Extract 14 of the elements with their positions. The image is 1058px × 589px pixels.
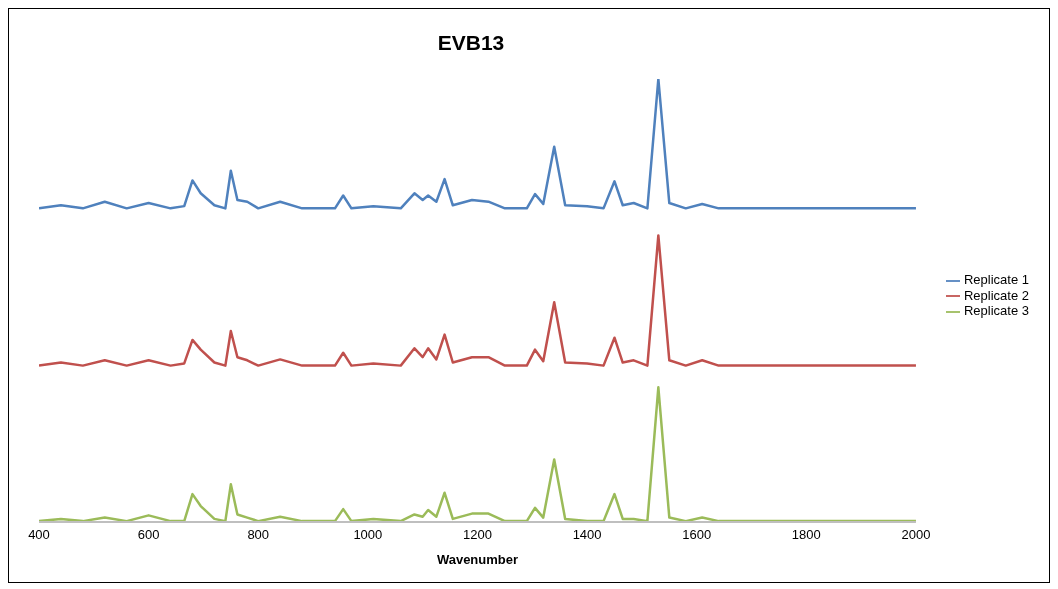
legend-label: Replicate 1 bbox=[963, 272, 1029, 288]
chart-title: EVB13 bbox=[436, 31, 506, 55]
legend-label: Replicate 2 bbox=[963, 287, 1029, 303]
x-tick-label: 1600 bbox=[682, 527, 712, 543]
x-axis-title: Wavenumber bbox=[436, 552, 519, 567]
legend-label: Replicate 3 bbox=[963, 303, 1029, 319]
x-tick-label: 1800 bbox=[791, 527, 821, 543]
x-tick-label: 2000 bbox=[901, 527, 931, 543]
x-tick-label: 1400 bbox=[572, 527, 602, 543]
x-tick-label: 600 bbox=[137, 527, 160, 543]
x-tick-label: 1000 bbox=[353, 527, 383, 543]
x-tick-label: 400 bbox=[28, 527, 50, 543]
x-tick-label: 1200 bbox=[463, 527, 492, 543]
x-tick-label: 800 bbox=[247, 527, 270, 543]
